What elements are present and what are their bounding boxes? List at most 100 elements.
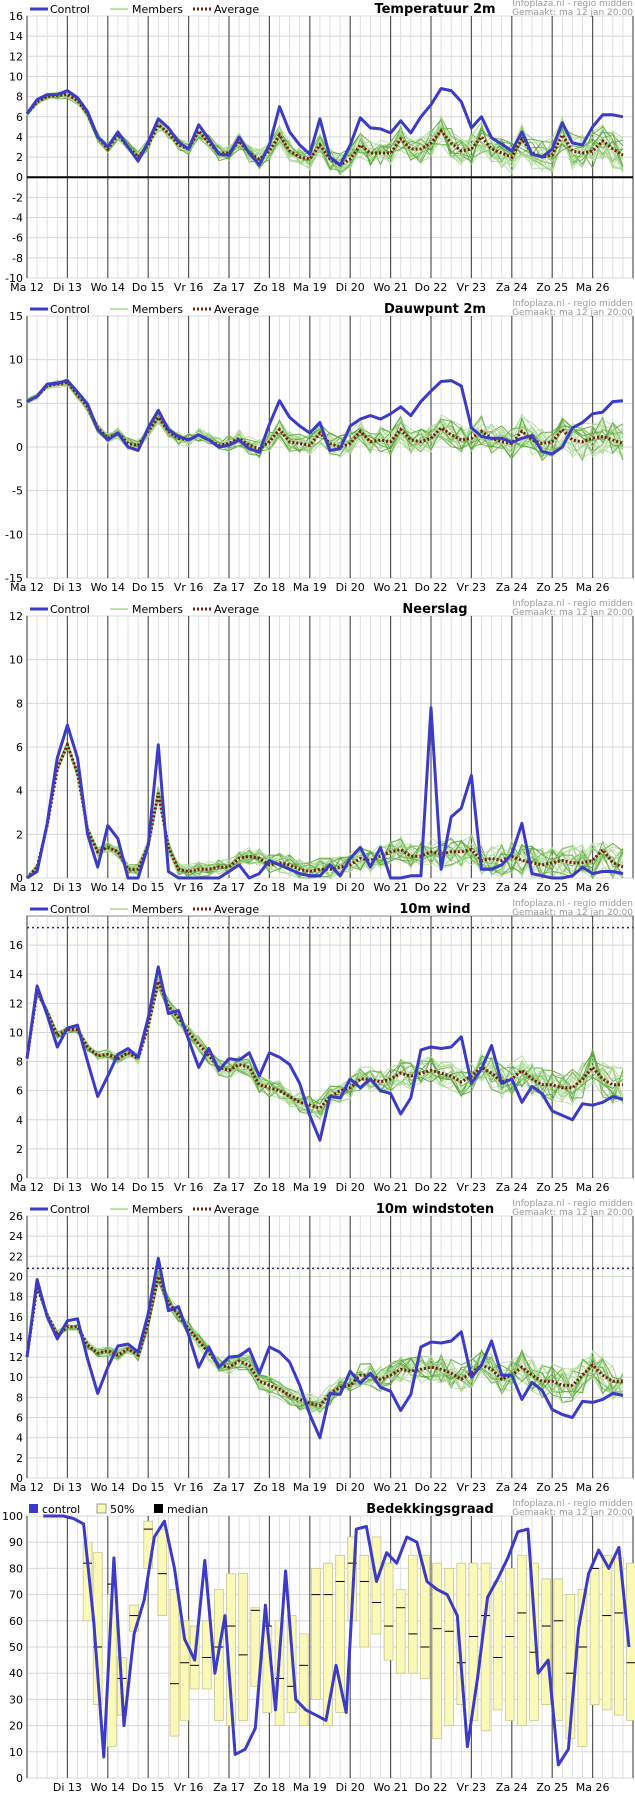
y-tick-label: -4 <box>12 212 23 225</box>
x-tick-label: Vr 23 <box>457 1781 487 1794</box>
y-tick-label: 30 <box>9 1693 23 1706</box>
y-tick-label: 10 <box>9 654 23 667</box>
x-tick-label: Di 20 <box>336 581 365 594</box>
y-tick-label: 8 <box>16 697 23 710</box>
x-tick-label: Ma 12 <box>10 1481 44 1494</box>
y-tick-label: 5 <box>16 397 23 410</box>
y-tick-label: 50 <box>9 1641 23 1654</box>
member-series-line <box>26 985 624 1119</box>
x-tick-label: Do 22 <box>415 281 448 294</box>
p50-box <box>201 1620 212 1690</box>
y-tick-label: 6 <box>16 111 23 124</box>
y-tick-label: -10 <box>5 528 23 541</box>
source-label: Infoplaza.nl - regio midden <box>512 599 633 609</box>
y-tick-label: 4 <box>16 1432 23 1445</box>
y-tick-label: 10 <box>9 70 23 83</box>
p50-box <box>601 1554 612 1711</box>
y-tick-label: 0 <box>16 171 23 184</box>
legend-control-label: Control <box>50 603 90 616</box>
chart-title: Dauwpunt 2m <box>384 302 486 317</box>
chart-title: 10m wind <box>399 902 470 917</box>
x-tick-label: Di 20 <box>336 881 365 894</box>
p50-box <box>432 1562 442 1740</box>
p50-box <box>589 1568 600 1706</box>
y-tick-label: 14 <box>9 30 23 43</box>
x-tick-label: Ma 19 <box>293 1481 327 1494</box>
made-label: Gemaakt: ma 12 jan 20:00 <box>512 1508 633 1518</box>
x-tick-label: Di 13 <box>53 881 82 894</box>
p50-box <box>157 1528 168 1616</box>
precipitation-panel: 0 2 4 6 8 10 12 Ma 12 Di 13 Wo 14 Do 15 Vr 16 Za 17 Z… <box>9 599 634 894</box>
x-tick-label: Wo 14 <box>91 581 125 594</box>
y-tick-label: 22 <box>9 1250 23 1263</box>
x-tick-label: Ma 26 <box>576 1181 610 1194</box>
source-label: Infoplaza.nl - regio midden <box>512 0 633 9</box>
x-tick-label: Do 15 <box>132 881 165 894</box>
x-tick-label: Vr 16 <box>174 1181 204 1194</box>
x-tick-label: Wo 21 <box>373 281 407 294</box>
legend-control-swatch <box>29 1504 38 1513</box>
y-tick-label: 100 <box>2 1510 23 1523</box>
y-tick-label: 70 <box>9 1589 23 1602</box>
y-tick-label: 16 <box>9 1311 23 1324</box>
control-series-line <box>26 706 624 880</box>
x-tick-label: Di 20 <box>336 1481 365 1494</box>
x-tick-label: Zo 18 <box>254 581 286 594</box>
y-tick-label: 18 <box>9 1291 23 1304</box>
x-tick-label: Za 24 <box>496 1781 528 1794</box>
x-tick-label: Za 17 <box>213 581 245 594</box>
y-tick-label: 12 <box>9 610 23 623</box>
cloud-cover-panel: 0 10 20 30 40 50 60 70 80 90 100 Di 13 Wo 14 Do 15 Vr … <box>2 1499 635 1794</box>
x-tick-label: Ma 12 <box>10 1181 44 1194</box>
x-tick-label: Ma 19 <box>293 281 327 294</box>
legend-members-label: Members <box>132 903 183 916</box>
x-tick-label: Zo 18 <box>254 281 286 294</box>
legend-average-label: Average <box>214 1203 259 1216</box>
member-series-line <box>26 382 624 459</box>
member-series-line <box>26 90 624 170</box>
x-tick-label: Do 22 <box>415 581 448 594</box>
y-tick-label: 4 <box>16 785 23 798</box>
x-tick-label: Za 24 <box>496 1181 528 1194</box>
member-series-line <box>26 1278 624 1411</box>
x-tick-label: Zo 25 <box>536 581 568 594</box>
x-tick-label: Wo 21 <box>373 881 407 894</box>
y-tick-label: 14 <box>9 1331 23 1344</box>
y-tick-label: 16 <box>9 10 23 23</box>
x-tick-label: Wo 14 <box>91 881 125 894</box>
average-series-line <box>25 1271 623 1408</box>
x-tick-label: Di 13 <box>53 1781 82 1794</box>
x-tick-label: Ma 26 <box>576 881 610 894</box>
made-label: Gemaakt: ma 12 jan 20:00 <box>512 308 633 318</box>
p50-box <box>456 1562 467 1706</box>
x-tick-label: Zo 18 <box>254 881 286 894</box>
y-tick-label: 2 <box>16 1143 23 1156</box>
y-tick-label: -6 <box>12 232 23 245</box>
x-tick-label: Ma 26 <box>576 581 610 594</box>
x-tick-label: Ma 19 <box>293 1181 327 1194</box>
p50-box <box>529 1562 539 1721</box>
x-tick-label: Di 13 <box>53 581 82 594</box>
x-tick-label: Vr 23 <box>457 281 487 294</box>
y-tick-label: 6 <box>16 1412 23 1425</box>
y-tick-label: -8 <box>12 252 23 265</box>
p50-box <box>626 1562 635 1721</box>
y-tick-label: 4 <box>16 131 23 144</box>
x-tick-label: Vr 16 <box>174 881 204 894</box>
y-tick-label: 4 <box>16 1114 23 1127</box>
y-tick-label: 6 <box>16 741 23 754</box>
p50-box <box>298 1633 309 1727</box>
y-tick-label: 2 <box>16 151 23 164</box>
legend-p50-label: 50% <box>110 1503 134 1516</box>
x-tick-label: Za 24 <box>496 881 528 894</box>
legend-control-label: Control <box>50 3 90 16</box>
y-tick-label: 8 <box>16 1391 23 1404</box>
x-tick-label: Ma 26 <box>576 281 610 294</box>
p50-box <box>250 1607 261 1687</box>
legend-median-swatch <box>154 1504 163 1513</box>
legend-median-label: median <box>167 1503 208 1516</box>
x-tick-label: Zo 25 <box>536 1781 568 1794</box>
x-tick-label: Do 15 <box>132 281 165 294</box>
wind-panel: 0 2 4 6 8 10 12 14 16 Ma 12 Di 13 Wo 14 Do 15 Vr 16 Za… <box>9 899 634 1194</box>
